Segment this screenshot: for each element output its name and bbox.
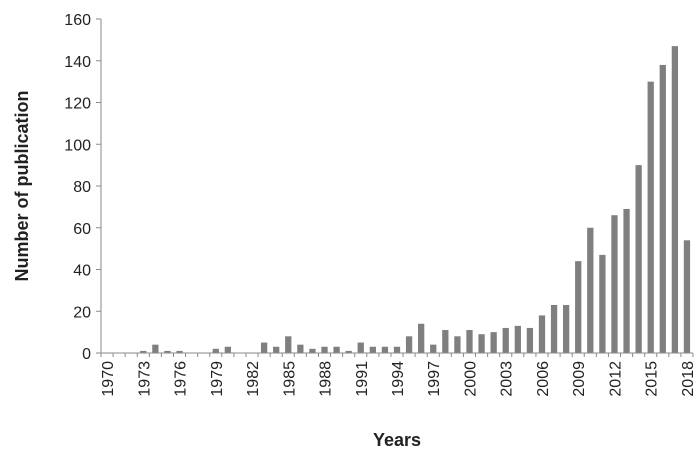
x-tick-label: 1973: [136, 361, 153, 397]
bar-2015: [647, 81, 654, 354]
bar-1988: [321, 346, 328, 353]
bar-1973: [140, 350, 147, 353]
bar-2011: [599, 254, 606, 353]
x-tick-label: 2003: [499, 361, 516, 397]
x-tick-label: 1970: [100, 361, 117, 397]
bar-2003: [502, 327, 509, 353]
bar-2016: [659, 64, 666, 354]
bar-1995: [405, 336, 413, 353]
bar-1993: [381, 346, 389, 353]
x-tick-label: 2009: [571, 361, 588, 397]
y-axis: 0 20 40 60 80 100 120 140 160: [64, 12, 102, 363]
y-tick-label: 60: [73, 221, 91, 238]
bar-2007: [550, 304, 558, 353]
bar-2009: [575, 261, 582, 353]
bar-2000: [466, 330, 473, 353]
y-axis-title: Number of publication: [12, 91, 32, 282]
bar-1975: [164, 350, 171, 353]
bar-1979: [212, 348, 219, 353]
bar-2005: [526, 327, 534, 353]
x-tick-label: 2012: [607, 361, 624, 397]
bar-1985: [285, 336, 292, 353]
bar-2006: [538, 315, 546, 353]
x-tick-label: 1982: [245, 361, 262, 397]
y-tick-label: 160: [64, 12, 91, 29]
bar-2014: [635, 165, 642, 354]
x-tick-label: 1988: [318, 361, 335, 397]
bar-1986: [297, 344, 304, 353]
bar-1991: [357, 342, 364, 353]
y-tick-label: 0: [82, 346, 91, 363]
bar-1989: [333, 346, 340, 353]
bar-1998: [442, 330, 449, 353]
y-tick-label: 120: [64, 96, 91, 113]
bar-1997: [430, 344, 437, 353]
x-tick-label: 2018: [680, 361, 697, 397]
bar-2002: [490, 332, 497, 354]
bar-2017: [671, 46, 679, 353]
bar-2004: [514, 325, 521, 353]
x-tick-label: 1976: [173, 361, 190, 397]
bar-1996: [418, 323, 425, 353]
y-tick-label: 20: [73, 304, 91, 321]
bars-group: [140, 46, 691, 354]
bar-2008: [563, 304, 570, 353]
x-axis-title: Years: [373, 430, 421, 450]
bar-1994: [393, 346, 401, 353]
bar-1974: [152, 344, 159, 353]
x-tick-label: 2006: [535, 361, 552, 397]
x-tick-label: 1997: [426, 361, 443, 397]
x-tick-label: 1979: [209, 361, 226, 397]
bar-2018: [683, 240, 691, 353]
y-tick-label: 100: [64, 137, 91, 154]
bar-1992: [369, 346, 376, 353]
bar-1983: [260, 342, 268, 353]
bar-2010: [587, 227, 594, 353]
bar-2013: [623, 208, 630, 353]
x-tick-label: 1994: [390, 361, 407, 397]
bar-1990: [345, 350, 352, 353]
bar-1987: [309, 348, 316, 353]
y-tick-label: 40: [73, 263, 91, 280]
bar-2012: [611, 215, 618, 353]
x-tick-label: 1991: [354, 361, 371, 397]
y-tick-label: 80: [73, 179, 91, 196]
bar-1999: [454, 336, 461, 353]
x-tick-label: 2015: [644, 361, 661, 397]
bar-1980: [224, 346, 231, 353]
x-tick-label: 1985: [281, 361, 298, 397]
bar-2001: [478, 334, 485, 353]
x-tick-label: 2000: [462, 361, 479, 397]
x-axis: 1970 1973 1976 1979 1982 1985 1988 1991 1994 1997…: [100, 352, 697, 397]
bar-1984: [273, 346, 280, 353]
y-tick-label: 140: [64, 54, 91, 71]
bar-1976: [176, 350, 183, 353]
